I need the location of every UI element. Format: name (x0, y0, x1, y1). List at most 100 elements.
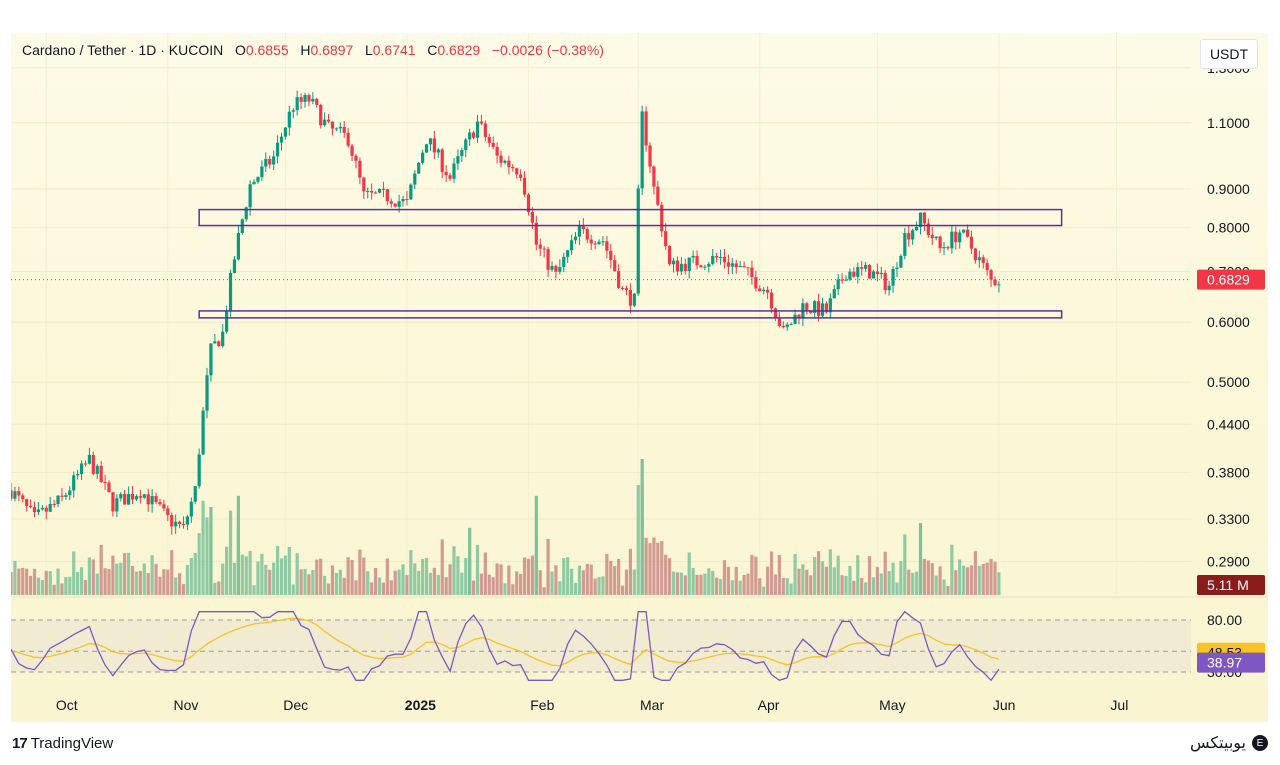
volume-bar (519, 573, 523, 595)
candle-body (123, 494, 127, 505)
candle-body (526, 194, 531, 212)
candle-body (393, 203, 397, 207)
candle-body (942, 247, 946, 249)
candle-body (56, 495, 60, 505)
volume-bar (350, 559, 354, 595)
candle-body (311, 98, 315, 102)
volume-bar (558, 581, 562, 595)
candle-body (244, 207, 248, 220)
price-pane[interactable]: 1.30001.10000.90000.80000.70000.60000.50… (11, 33, 1268, 598)
volume-bar (962, 565, 966, 595)
price-tick-label: 0.5000 (1207, 374, 1250, 390)
volume-bar (742, 574, 746, 595)
time-tick-label: 2025 (405, 697, 436, 713)
volume-bar (166, 569, 170, 595)
candle-body (225, 311, 229, 332)
volume-bar (146, 573, 150, 595)
volume-bar (550, 571, 554, 595)
candle-body (918, 212, 923, 227)
candle-body (87, 454, 92, 464)
candle-body (346, 132, 350, 146)
candle-body (13, 491, 17, 499)
candle-body (969, 236, 974, 249)
volume-bar (942, 579, 946, 595)
candle-body (487, 136, 491, 143)
candle-body (405, 198, 409, 200)
candle-body (342, 126, 346, 133)
volume-bar (444, 577, 448, 595)
volume-bar (115, 563, 119, 595)
candle-body (601, 241, 605, 243)
volume-bar (946, 586, 950, 595)
candle-body (840, 279, 844, 281)
volume-bar (456, 556, 460, 595)
volume-bar (491, 577, 495, 595)
candle-body (832, 289, 836, 299)
candle-body (334, 128, 338, 130)
legend-high-value: 0.6897 (310, 42, 354, 58)
tradingview-brand[interactable]: 17 TradingView (12, 735, 113, 752)
volume-bar (370, 582, 374, 595)
candle-body (816, 301, 821, 316)
candle-body (29, 505, 33, 508)
candle-body (479, 121, 484, 124)
candle-body (193, 486, 197, 502)
volume-bar (813, 557, 817, 595)
volume-bar (840, 575, 844, 595)
volume-bar (460, 572, 464, 595)
chart-frame[interactable]: 1.30001.10000.90000.80000.70000.60000.50… (11, 33, 1268, 722)
candle-body (236, 233, 240, 260)
currency-unit-button[interactable]: USDT (1200, 39, 1258, 69)
candle-body (671, 260, 676, 265)
volume-bar (750, 554, 754, 595)
volume-bar (287, 547, 291, 595)
volume-bar (201, 500, 205, 595)
volume-bar (217, 581, 221, 595)
candle-body (750, 267, 754, 278)
volume-bar (958, 559, 962, 595)
candle-body (209, 343, 213, 376)
candle-body (640, 111, 644, 189)
volume-bar (499, 564, 503, 595)
volume-bar (373, 567, 378, 595)
watermark-logo-icon: E (1252, 735, 1268, 751)
candle-body (707, 263, 711, 267)
candle-body (107, 482, 111, 493)
price-tick-label: 1.1000 (1207, 115, 1250, 131)
candle-body (648, 145, 652, 167)
volume-bar (91, 559, 95, 595)
candle-body (820, 303, 825, 316)
candle-body (119, 494, 123, 499)
volume-bar (60, 583, 64, 595)
candle-body (264, 158, 268, 167)
volume-bar (581, 570, 585, 595)
candle-body (542, 248, 546, 250)
legend-open-value: 0.6855 (245, 42, 289, 58)
candle-body (424, 144, 429, 153)
rsi-pane[interactable]: 80.0030.0048.5338.97OctNovDec2025FebMarA… (11, 598, 1268, 722)
candle-body (483, 123, 487, 137)
volume-bar (977, 565, 981, 595)
candle-body (558, 267, 562, 272)
volume-bar (922, 558, 927, 595)
volume-bar (268, 569, 272, 595)
volume-bar (934, 575, 938, 595)
volume-bar (879, 573, 883, 595)
volume-bar (816, 551, 821, 595)
candle-body (656, 186, 660, 205)
candle-body (973, 248, 977, 261)
candle-body (624, 288, 629, 290)
volume-bar (930, 563, 934, 595)
brand-name: TradingView (30, 735, 114, 752)
volume-bar (205, 517, 209, 595)
candle-body (256, 177, 260, 182)
volume-bar (707, 568, 711, 595)
volume-bar (911, 572, 915, 595)
volume-bar (479, 573, 484, 595)
volume-bar (260, 553, 264, 595)
candle-body (354, 155, 358, 161)
volume-bar (397, 569, 401, 595)
volume-bar (342, 577, 346, 595)
candle-body (687, 257, 691, 271)
candle-body (95, 465, 99, 474)
